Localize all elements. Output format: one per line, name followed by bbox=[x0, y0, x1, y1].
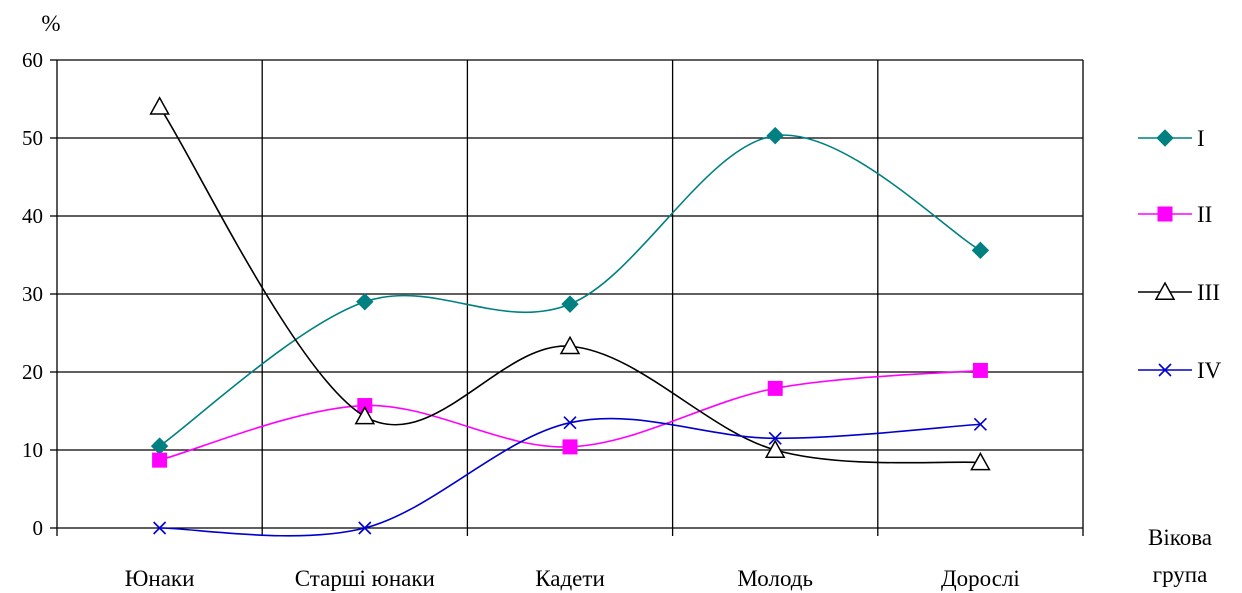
data-point-III bbox=[149, 96, 170, 115]
x-tick-label: Дорослі bbox=[941, 566, 1020, 591]
series-I bbox=[150, 126, 990, 455]
legend-entry-IV: IV bbox=[1138, 358, 1222, 383]
y-tick-label: 20 bbox=[22, 360, 43, 384]
y-tick-label: 60 bbox=[22, 48, 43, 72]
data-point-I bbox=[150, 437, 169, 455]
data-point-III bbox=[354, 405, 376, 425]
x-tick-label: Молодь bbox=[737, 566, 813, 591]
legend-entry-I: I bbox=[1138, 126, 1205, 151]
legend-marker bbox=[1157, 206, 1173, 222]
series-line-I bbox=[159, 134, 981, 447]
legend-entry-II: II bbox=[1138, 202, 1212, 227]
data-point-II bbox=[972, 362, 988, 378]
y-tick-label: 40 bbox=[22, 204, 43, 228]
y-tick-label: 10 bbox=[22, 438, 43, 462]
y-tick-label: 50 bbox=[22, 126, 43, 150]
series-line-IV bbox=[159, 417, 981, 537]
data-point-I bbox=[766, 126, 784, 145]
gridlines bbox=[57, 59, 1084, 528]
series-IV bbox=[153, 416, 987, 537]
series-II bbox=[152, 362, 988, 468]
data-point-III bbox=[970, 451, 991, 471]
legend-entry-III: III bbox=[1138, 280, 1220, 305]
data-point-II bbox=[767, 380, 783, 396]
x-axis-label: група bbox=[1153, 562, 1208, 587]
data-point-IV bbox=[358, 521, 372, 535]
series-III bbox=[149, 96, 991, 471]
axis-labels: 0 10 20 30 40 50 60 Юнаки Старші юнаки Кадети Моло… bbox=[22, 11, 1212, 591]
data-point-IV bbox=[563, 416, 577, 430]
data-point-III bbox=[764, 439, 786, 458]
legend-label: III bbox=[1197, 280, 1220, 305]
data-point-I bbox=[971, 241, 990, 260]
legend-label: II bbox=[1197, 202, 1212, 227]
data-point-IV bbox=[973, 417, 987, 431]
y-tick-label: 0 bbox=[33, 516, 44, 540]
legend-marker bbox=[1158, 363, 1172, 377]
data-point-I bbox=[561, 295, 579, 313]
data-point-IV bbox=[153, 521, 167, 535]
data-point-I bbox=[356, 293, 374, 311]
y-axis-label: % bbox=[41, 11, 60, 36]
data-point-III bbox=[559, 335, 581, 355]
x-axis-label: Вікова bbox=[1148, 525, 1212, 550]
legend-marker bbox=[1154, 281, 1176, 300]
x-tick-label: Кадети bbox=[535, 566, 605, 591]
series-line-III bbox=[158, 106, 981, 464]
data-point-II bbox=[152, 452, 168, 468]
data-point-II bbox=[562, 439, 578, 455]
x-tick-label: Старші юнаки bbox=[295, 566, 435, 591]
legend-label: IV bbox=[1197, 358, 1222, 383]
axes bbox=[50, 59, 1084, 536]
y-tick-label: 30 bbox=[22, 282, 43, 306]
series-layer bbox=[149, 96, 991, 537]
legend-marker bbox=[1156, 129, 1174, 147]
legend-label: I bbox=[1197, 126, 1205, 151]
x-tick-label: Юнаки bbox=[125, 566, 195, 591]
data-point-IV bbox=[768, 431, 782, 445]
